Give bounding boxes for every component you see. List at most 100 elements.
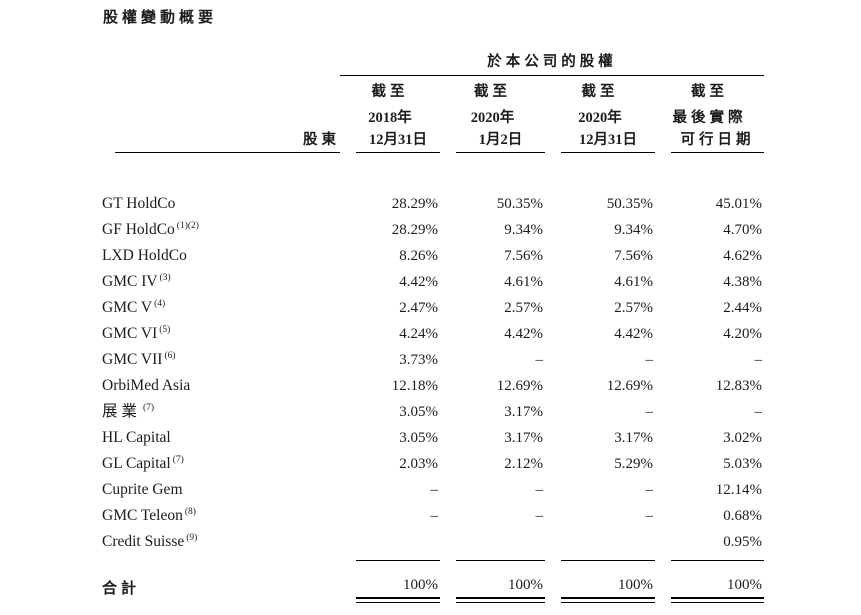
group-header: 於本公司的股權 <box>340 49 764 76</box>
pct-2020jan: – <box>535 482 544 498</box>
total-pct-latest: 100% <box>727 577 762 593</box>
pct-2020jan: 50.35% <box>496 196 543 212</box>
pct-2020dec: 9.34% <box>614 222 653 238</box>
double-underline <box>671 597 764 603</box>
table-row: GMC VII (6) 3.73% – – – <box>102 343 764 369</box>
total-pct-2020jan: 100% <box>508 577 543 593</box>
pct-latest: 4.70% <box>723 222 762 238</box>
footnote-ref: (8) <box>184 506 196 517</box>
shareholder-name: GMC VII <box>102 351 163 368</box>
pct-2018: 3.05% <box>399 404 438 420</box>
table-row: GMC V (4) 2.47% 2.57% 2.57% 2.44% <box>102 291 764 317</box>
footnote-ref: (5) <box>159 324 171 335</box>
pct-2020jan: 2.12% <box>504 456 543 472</box>
col-header-4-asof: 截至 <box>691 84 728 100</box>
page-title: 股權變動概要 <box>103 10 218 26</box>
pct-2020jan: 7.56% <box>504 248 543 264</box>
pct-latest: – <box>754 404 763 420</box>
pct-2018: 3.73% <box>399 352 438 368</box>
pct-2018: 2.03% <box>399 456 438 472</box>
col-header-2-year: 2020年 <box>470 110 515 126</box>
shareholder-name: GF HoldCo <box>102 221 175 238</box>
shareholder-name: LXD HoldCo <box>102 247 187 264</box>
pct-latest: 4.20% <box>723 326 762 342</box>
double-underline <box>356 597 440 603</box>
shareholder-column-header: 股東 <box>115 128 340 153</box>
total-label: 合計 <box>102 581 141 597</box>
col-header-1-asof: 截至 <box>371 84 409 100</box>
shareholder-name: OrbiMed Asia <box>102 377 191 394</box>
pct-2020jan <box>440 525 545 551</box>
pct-2020dec: – <box>645 482 654 498</box>
pct-2020dec: 3.17% <box>614 430 653 446</box>
pct-latest: 2.44% <box>723 300 762 316</box>
total-row: 合計 100% 100% 100% 100% <box>102 561 764 603</box>
pct-2018: 12.18% <box>391 378 438 394</box>
col-header-2-date: 1月2日 <box>456 128 545 153</box>
double-underline <box>456 597 545 603</box>
shareholder-name: Credit Suisse <box>102 533 185 550</box>
pct-2020dec: 5.29% <box>614 456 653 472</box>
footnote-ref: (3) <box>159 272 171 283</box>
pct-2020dec <box>545 525 655 551</box>
shareholder-name: GL Capital <box>102 455 171 472</box>
footnote-ref: (7) <box>172 454 184 465</box>
separator-line <box>671 559 764 561</box>
header-body-spacer <box>102 153 764 187</box>
pct-2018: 4.24% <box>399 326 438 342</box>
header-date-row: 股東 12月31日 1月2日 12月31日 可行日期 <box>102 127 764 153</box>
header-year-row: 2018年 2020年 2020年 最後實際 <box>102 101 764 127</box>
pct-2020dec: – <box>645 404 654 420</box>
table-row: GMC Teleon (8) – – – 0.68% <box>102 499 764 525</box>
pct-2020dec: 2.57% <box>614 300 653 316</box>
col-header-4-year: 最後實際 <box>672 110 747 126</box>
shareholder-name: GT HoldCo <box>102 195 176 212</box>
table-row: GL Capital (7) 2.03% 2.12% 5.29% 5.03% <box>102 447 764 473</box>
table-row: GMC IV (3) 4.42% 4.61% 4.61% 4.38% <box>102 265 764 291</box>
table-row: Cuprite Gem – – – 12.14% <box>102 473 764 499</box>
total-pct-2018: 100% <box>403 577 438 593</box>
pct-2018 <box>340 525 440 551</box>
pct-2020dec: 4.61% <box>614 274 653 290</box>
shareholder-name: HL Capital <box>102 429 171 446</box>
pct-2020jan: 4.42% <box>504 326 543 342</box>
pct-latest: 3.02% <box>723 430 762 446</box>
table-row: LXD HoldCo 8.26% 7.56% 7.56% 4.62% <box>102 239 764 265</box>
pct-2020jan: 12.69% <box>496 378 543 394</box>
table-row: 展業 (7) 3.05% 3.17% – – <box>102 395 764 421</box>
table-row: GT HoldCo 28.29% 50.35% 50.35% 45.01% <box>102 187 764 213</box>
table-row: Credit Suisse (9) 0.95% <box>102 525 764 551</box>
col-header-3-date: 12月31日 <box>561 128 655 153</box>
pct-2018: 3.05% <box>399 430 438 446</box>
pct-latest: 12.14% <box>715 482 762 498</box>
shareholder-name: GMC Teleon <box>102 507 183 524</box>
pct-2020jan: 3.17% <box>504 404 543 420</box>
pct-2020dec: 7.56% <box>614 248 653 264</box>
footnote-ref: (4) <box>154 298 166 309</box>
table-row: HL Capital 3.05% 3.17% 3.17% 3.02% <box>102 421 764 447</box>
pct-latest: – <box>754 352 763 368</box>
footnote-ref: (1)(2) <box>176 220 199 231</box>
separator-line <box>356 559 440 561</box>
separator-line <box>456 559 545 561</box>
pct-2020dec: 4.42% <box>614 326 653 342</box>
pct-latest: 5.03% <box>723 456 762 472</box>
pct-2020jan: – <box>535 352 544 368</box>
shareholder-name: GMC VI <box>102 325 158 342</box>
pct-2020jan: 4.61% <box>504 274 543 290</box>
header-asof-row: 截至 截至 截至 截至 <box>102 75 764 101</box>
shareholding-table: 於本公司的股權 截至 截至 截至 截至 2018年 2020年 2020年 最後… <box>102 49 764 603</box>
col-header-2-asof: 截至 <box>474 84 511 100</box>
pct-latest: 0.68% <box>723 508 762 524</box>
table-row: GMC VI (5) 4.24% 4.42% 4.42% 4.20% <box>102 317 764 343</box>
pct-latest: 4.38% <box>723 274 762 290</box>
pct-2018: – <box>430 482 439 498</box>
pct-2020jan: 2.57% <box>504 300 543 316</box>
pct-latest: 45.01% <box>715 196 762 212</box>
pct-latest: 4.62% <box>723 248 762 264</box>
pct-2020dec: 12.69% <box>606 378 653 394</box>
pct-2020dec: 50.35% <box>606 196 653 212</box>
shareholder-name: GMC V <box>102 299 153 316</box>
pct-2018: – <box>430 508 439 524</box>
